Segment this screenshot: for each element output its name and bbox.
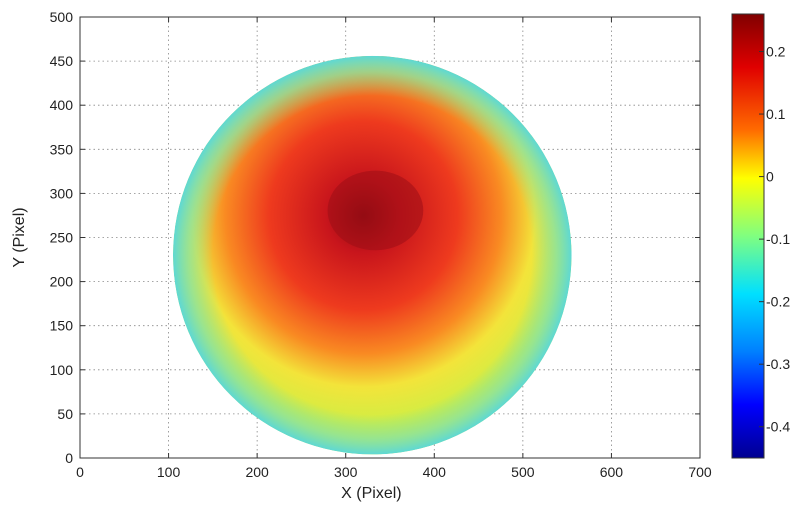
- x-tick-label: 0: [76, 464, 84, 480]
- x-tick-label: 400: [423, 464, 447, 480]
- y-tick-label: 350: [50, 141, 74, 157]
- colorbar-tick-label: 0.2: [766, 44, 786, 60]
- colorbar-tick-label: -0.2: [766, 294, 790, 310]
- colorbar-tick-label: -0.1: [766, 231, 790, 247]
- y-axis-label: Y (Pixel): [11, 207, 28, 267]
- y-tick-label: 250: [50, 230, 74, 246]
- x-tick-label: 300: [334, 464, 358, 480]
- y-axis-ticks: 0 50 100 150 200 250 300 350 400 450 500: [50, 9, 700, 466]
- colorbar-ticks: 0.2 0.1 0 -0.1 -0.2 -0.3 -0.4: [759, 44, 790, 435]
- colorbar-tick-label: -0.4: [766, 419, 790, 435]
- y-tick-label: 300: [50, 185, 74, 201]
- x-tick-label: 100: [157, 464, 181, 480]
- x-axis-label: X (Pixel): [341, 485, 401, 502]
- colorbar-tick-label: 0: [766, 169, 774, 185]
- heatmap-field: [172, 55, 572, 455]
- x-tick-label: 500: [511, 464, 535, 480]
- y-tick-label: 400: [50, 97, 74, 113]
- y-tick-label: 100: [50, 362, 74, 378]
- y-tick-label: 0: [65, 450, 73, 466]
- y-tick-label: 150: [50, 318, 74, 334]
- colorbar-tick-label: -0.3: [766, 356, 790, 372]
- y-tick-label: 500: [50, 9, 74, 25]
- colorbar: [731, 13, 765, 459]
- colorbar-tick-label: 0.1: [766, 106, 786, 122]
- x-tick-label: 700: [688, 464, 712, 480]
- y-tick-label: 200: [50, 274, 74, 290]
- y-tick-label: 50: [57, 406, 73, 422]
- heatmap-rim: [172, 55, 572, 455]
- y-tick-label: 450: [50, 53, 74, 69]
- x-axis-ticks: 0 100 200 300 400 500 600 700: [76, 17, 712, 480]
- x-tick-label: 600: [600, 464, 624, 480]
- x-tick-label: 200: [245, 464, 269, 480]
